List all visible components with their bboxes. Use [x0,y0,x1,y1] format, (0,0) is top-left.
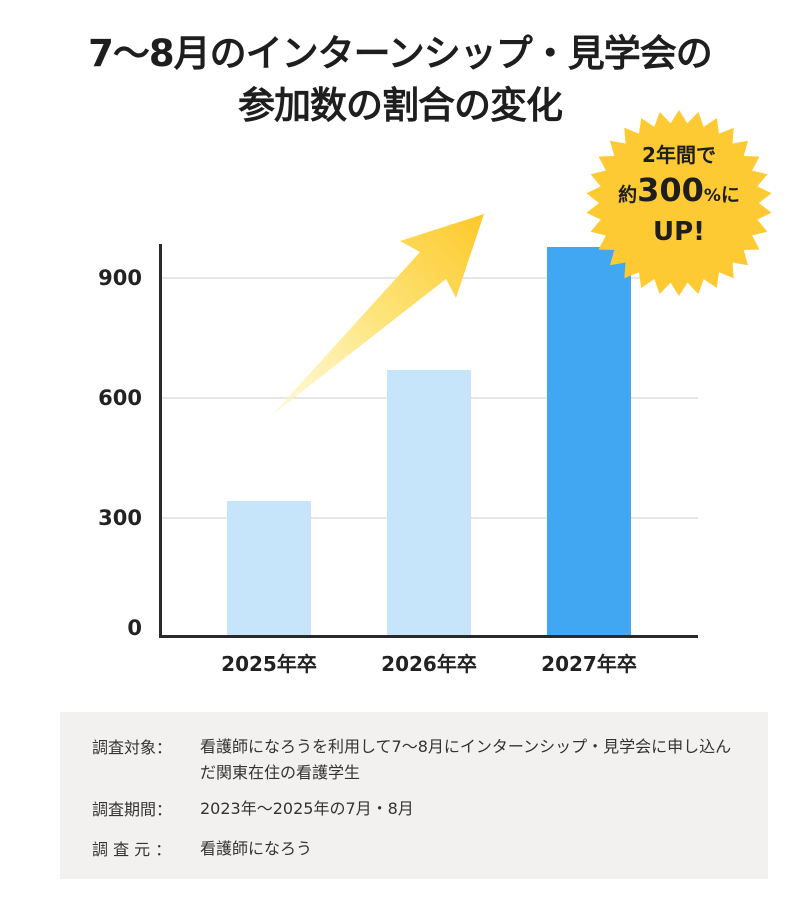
x-label-2026: 2026年卒 [381,652,477,676]
title-line-1: 7〜8月のインターンシップ・見学会の [88,32,713,75]
x-label-2027: 2027年卒 [541,652,637,676]
note-target: 調査対象： 看護師になろうを利用して7〜8月にインターンシップ・見学会に申し込ん… [92,734,740,786]
y-tick-0: 0 [127,616,142,640]
badge-suffix: に [720,184,740,206]
trend-arrow-icon [272,214,484,415]
bar-chart: 900 600 300 0 2025年卒 2026年卒 2027年卒 [98,214,698,676]
note-value: 看護師になろうを利用して7〜8月にインターンシップ・見学会に申し込んだ関東在住の… [200,737,732,782]
note-label: 調 査 元 ： [92,840,172,859]
x-axis [159,635,698,638]
note-label: 調査対象： [92,738,173,757]
bar-2025 [227,501,311,636]
note-value: 看護師になろう [200,839,313,858]
note-label: 調査期間： [92,800,173,819]
y-tick-300: 300 [98,506,142,530]
note-period: 調査期間： 2023年〜2025年の7月・8月 [92,796,740,822]
starburst-badge-icon [586,110,772,296]
survey-notes-box: 調査対象： 看護師になろうを利用して7〜8月にインターンシップ・見学会に申し込ん… [60,712,768,879]
chart-title: 7〜8月のインターンシップ・見学会の 参加数の割合の変化 [0,28,800,132]
note-value: 2023年〜2025年の7月・8月 [200,799,414,818]
badge-line-3: UP! [652,217,706,247]
bar-2026 [387,370,471,636]
x-label-2025: 2025年卒 [221,652,317,676]
badge-unit: % [703,186,721,206]
badge-number: 300 [637,171,704,209]
badge-prefix: 約 [618,184,638,206]
badge-line-1: 2年間で [642,143,716,167]
y-axis [159,244,162,638]
note-source: 調 査 元 ： 看護師になろう [92,836,740,862]
y-tick-600: 600 [98,386,142,410]
bar-2027 [547,247,631,636]
badge-line-2: 約300%に [584,170,774,216]
y-tick-900: 900 [98,266,142,290]
badge-text: 2年間で 約300%に UP! [584,140,774,248]
title-line-2: 参加数の割合の変化 [238,84,563,127]
